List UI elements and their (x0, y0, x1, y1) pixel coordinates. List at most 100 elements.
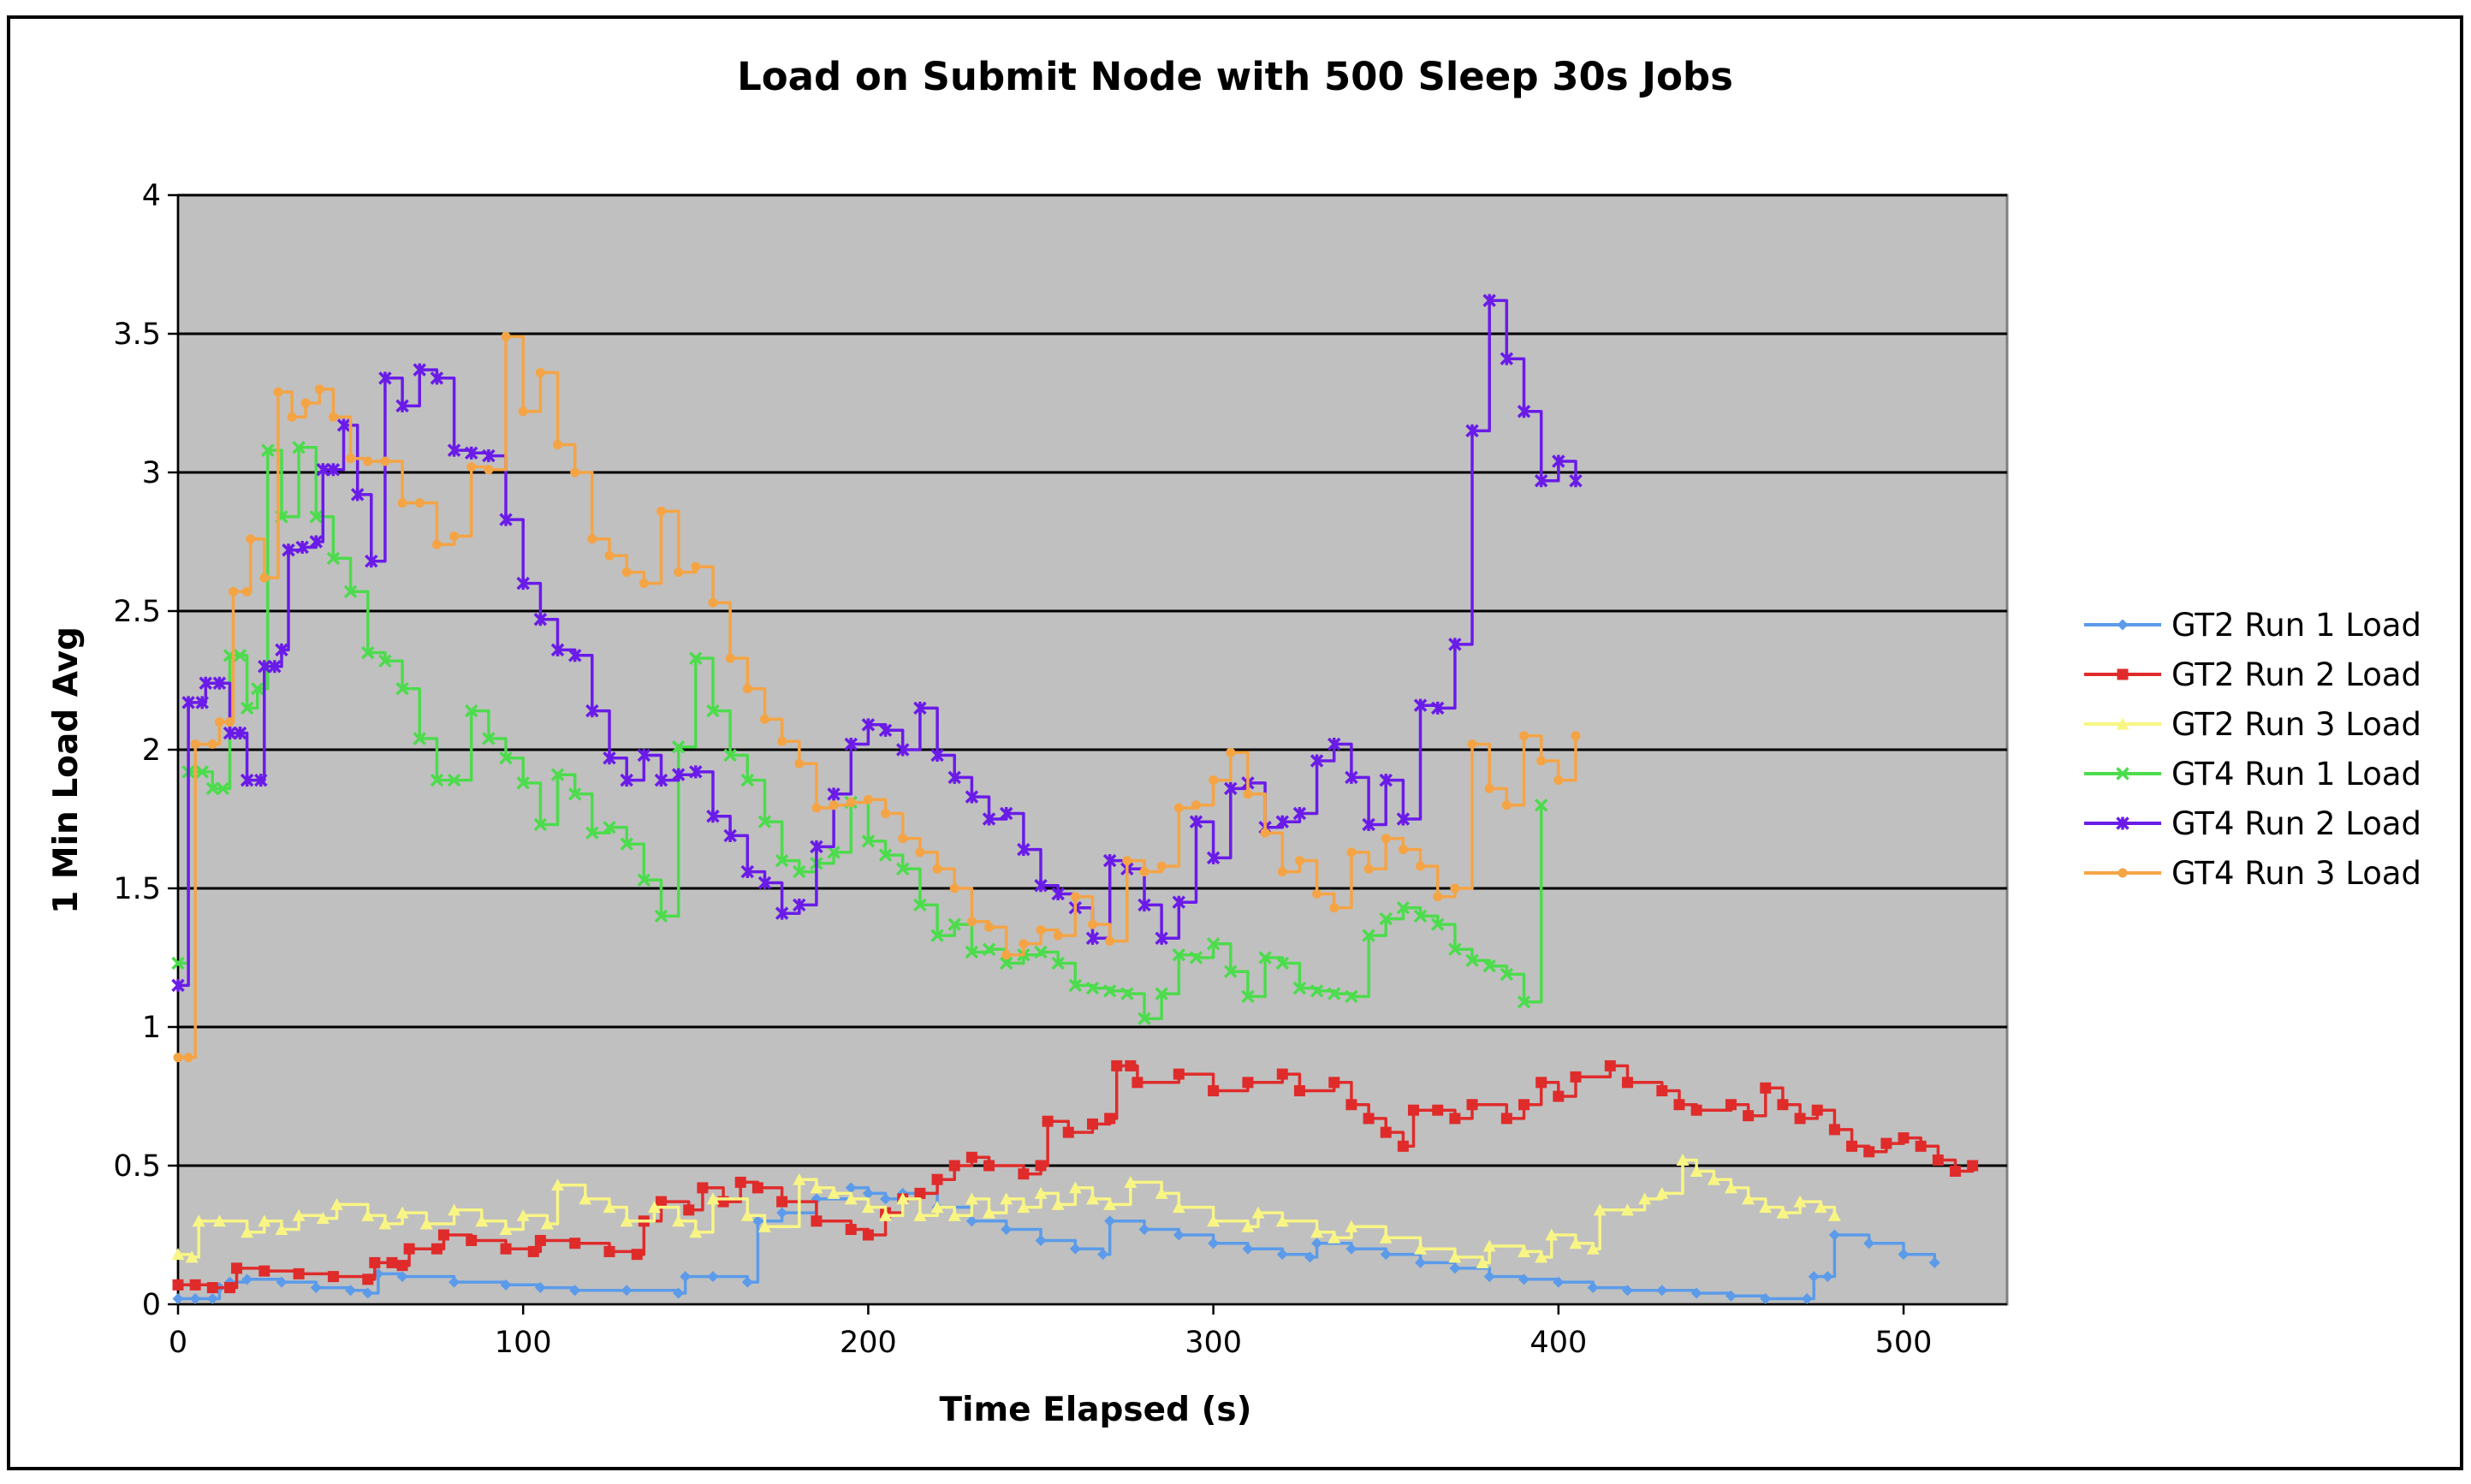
series-6-point-8 (246, 534, 256, 544)
series-3-point-75 (1724, 1181, 1737, 1194)
series-3-point-48 (1124, 1175, 1137, 1188)
legend-label-3: GT2 Run 3 Load (2171, 706, 2421, 743)
series-4-point-34 (689, 651, 703, 665)
series-5-point-33 (603, 751, 616, 765)
series-3-point-2 (192, 1214, 205, 1227)
series-6-point-68 (1260, 828, 1270, 838)
series-2-point-49 (1173, 1068, 1185, 1080)
series-2-point-10 (386, 1256, 398, 1268)
series-1-point-39 (1276, 1249, 1288, 1261)
series-4-point-65 (1224, 965, 1238, 978)
series-6-point-20 (431, 539, 442, 549)
series-3-point-7 (292, 1208, 306, 1221)
series-6-point-74 (1363, 864, 1374, 874)
series-3-point-52 (1241, 1220, 1255, 1232)
series-3-point-30 (810, 1181, 823, 1194)
series-2-point-44 (1087, 1118, 1098, 1130)
series-6-point-53 (1001, 950, 1012, 960)
series-2-point-53 (1293, 1085, 1305, 1097)
y-axis-label: 1 Min Load Avg (47, 626, 86, 914)
series-3-point-77 (1759, 1201, 1773, 1214)
series-4-point-45 (878, 848, 893, 862)
series-4-point-70 (1310, 984, 1324, 998)
series-1-point-24 (845, 1182, 857, 1194)
series-6-point-59 (1105, 936, 1115, 947)
series-2-point-63 (1500, 1113, 1512, 1125)
series-1-point-45 (1449, 1262, 1461, 1274)
series-5-point-73 (1292, 806, 1307, 821)
series-1-point-61 (1928, 1256, 1940, 1268)
series-3-point-5 (258, 1214, 271, 1227)
series-2-point-27 (734, 1176, 746, 1188)
series-4-point-44 (861, 834, 876, 848)
series-3-point-6 (275, 1223, 288, 1236)
series-5-point-69 (1224, 781, 1238, 796)
series-1-point-22 (776, 1207, 788, 1219)
series-5-point-35 (637, 748, 651, 763)
series-6-point-67 (1243, 789, 1253, 799)
series-4-point-59 (1120, 987, 1134, 1000)
series-1-point-40 (1304, 1251, 1316, 1263)
series-3-point-20 (579, 1192, 592, 1205)
series-1-point-31 (1035, 1234, 1047, 1246)
series-5-point-45 (810, 840, 823, 854)
series-6-point-72 (1329, 903, 1339, 913)
series-3-point-17 (516, 1208, 530, 1221)
series-5-point-86 (1517, 404, 1531, 418)
series-6-point-73 (1346, 847, 1357, 858)
series-4-point-58 (1102, 984, 1117, 998)
series-4-point-49 (947, 917, 961, 931)
series-3-point-70 (1638, 1192, 1652, 1205)
series-2-point-0 (172, 1279, 184, 1291)
series-1-point-38 (1242, 1243, 1254, 1255)
series-5-point-24 (447, 443, 461, 457)
series-4-point-42 (827, 846, 840, 859)
series-1-point-60 (1898, 1249, 1910, 1261)
series-2-point-57 (1380, 1126, 1392, 1138)
series-4-point-19 (430, 773, 444, 787)
series-3-point-51 (1207, 1214, 1221, 1227)
series-3-point-66 (1569, 1237, 1583, 1250)
series-2-point-82 (1880, 1137, 1892, 1149)
series-4-point-69 (1292, 981, 1307, 995)
series-3-point-19 (551, 1178, 565, 1191)
series-4-point-22 (482, 732, 496, 745)
y-tick-label-5: 2.5 (113, 595, 161, 629)
series-2-point-85 (1932, 1155, 1944, 1166)
series-5-point-11 (275, 643, 288, 657)
series-2-point-50 (1208, 1085, 1220, 1097)
series-5-point-4 (212, 676, 227, 690)
series-5-point-52 (930, 748, 944, 763)
series-5-point-87 (1534, 473, 1548, 488)
series-6-point-46 (881, 809, 891, 819)
series-4-point-31 (637, 873, 651, 887)
series-2-point-21 (631, 1249, 643, 1261)
series-6-point-54 (1019, 939, 1029, 949)
series-5-point-6 (233, 726, 247, 740)
series-5-point-50 (896, 743, 910, 757)
series-6-point-63 (1173, 803, 1184, 813)
series-3-point-71 (1655, 1186, 1669, 1199)
series-5-point-42 (757, 876, 772, 890)
series-2-point-64 (1518, 1099, 1530, 1111)
series-5-point-19 (365, 554, 378, 568)
series-6-point-3 (207, 739, 217, 750)
series-3-point-3 (212, 1214, 226, 1227)
series-3-point-14 (448, 1203, 461, 1216)
series-3-point-80 (1814, 1201, 1827, 1214)
series-6-point-84 (1536, 756, 1547, 766)
series-3-point-67 (1586, 1242, 1600, 1255)
series-1-point-2 (206, 1293, 218, 1305)
series-5-point-84 (1482, 294, 1496, 307)
series-3-point-16 (499, 1223, 513, 1236)
series-2-point-30 (811, 1215, 823, 1227)
series-5-point-31 (567, 649, 582, 662)
series-6-point-56 (1053, 930, 1063, 941)
series-3-point-13 (419, 1217, 433, 1230)
series-6-point-82 (1501, 800, 1512, 810)
series-4-point-2 (195, 765, 209, 779)
series-1-point-48 (1553, 1276, 1565, 1288)
series-3-point-60 (1448, 1250, 1462, 1263)
series-2-point-47 (1125, 1060, 1137, 1071)
series-4-point-66 (1241, 989, 1255, 1004)
